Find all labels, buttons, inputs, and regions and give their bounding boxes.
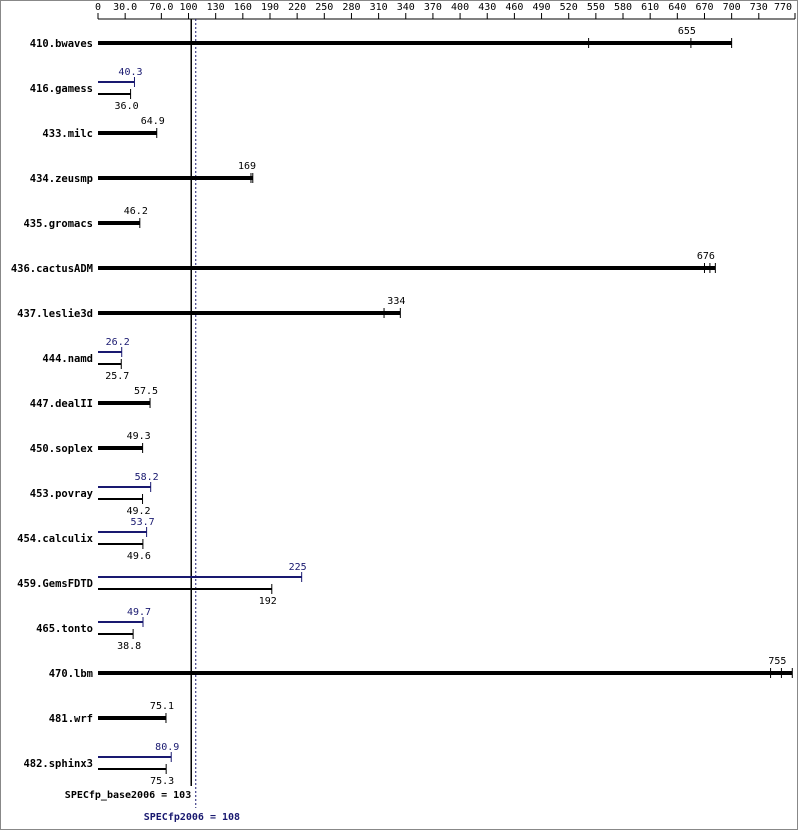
x-tick-label: 610: [641, 2, 659, 13]
value-label: 169: [238, 161, 256, 172]
x-tick-label: 670: [695, 2, 713, 13]
value-label: 49.7: [127, 607, 151, 618]
value-label: 755: [768, 656, 786, 667]
category-label: 470.lbm: [49, 668, 93, 680]
x-tick-label: 100: [179, 2, 197, 13]
category-label: 450.soplex: [30, 443, 94, 455]
x-tick-label: 640: [668, 2, 686, 13]
x-tick-label: 520: [560, 2, 578, 13]
category-label: 410.bwaves: [30, 38, 93, 50]
value-label: 64.9: [141, 116, 165, 127]
x-tick-label: 700: [723, 2, 741, 13]
x-tick-label: 550: [587, 2, 605, 13]
category-label: 435.gromacs: [23, 218, 93, 230]
value-label: 655: [678, 26, 696, 37]
category-label: 465.tonto: [36, 623, 93, 635]
category-label: 453.povray: [30, 488, 94, 500]
x-tick-label: 0: [95, 2, 101, 13]
x-tick-label: 730: [750, 2, 768, 13]
x-tick-label: 30.0: [113, 2, 137, 13]
x-tick-label: 70.0: [149, 2, 173, 13]
value-label: 75.1: [150, 701, 174, 712]
value-label: 26.2: [106, 337, 130, 348]
x-tick-label: 770: [774, 2, 792, 13]
value-label: 57.5: [134, 386, 158, 397]
value-label: 334: [387, 296, 405, 307]
value-label: 192: [259, 596, 277, 607]
value-label: 46.2: [124, 206, 148, 217]
x-tick-label: 430: [478, 2, 496, 13]
category-label: 444.namd: [42, 353, 93, 365]
category-label: 482.sphinx3: [23, 758, 93, 770]
category-label: 481.wrf: [49, 713, 93, 725]
x-tick-label: 460: [505, 2, 523, 13]
category-label: 434.zeusmp: [30, 173, 93, 185]
x-tick-label: 190: [261, 2, 279, 13]
category-label: 433.milc: [42, 128, 93, 140]
category-label: 447.dealII: [30, 398, 93, 410]
x-tick-label: 220: [288, 2, 306, 13]
category-label: 436.cactusADM: [11, 263, 93, 275]
category-label: 416.gamess: [30, 83, 93, 95]
x-tick-label: 160: [234, 2, 252, 13]
value-label: 40.3: [118, 67, 142, 78]
x-tick-label: 340: [397, 2, 415, 13]
value-label: 53.7: [131, 517, 155, 528]
value-label: 49.3: [127, 431, 151, 442]
value-label: 75.3: [150, 776, 174, 787]
x-tick-label: 250: [315, 2, 333, 13]
value-label: 49.6: [127, 551, 151, 562]
value-label: 676: [697, 251, 715, 262]
value-label: 49.2: [126, 506, 150, 517]
x-tick-label: 280: [342, 2, 360, 13]
value-label: 25.7: [105, 371, 129, 382]
x-tick-label: 370: [424, 2, 442, 13]
category-label: 459.GemsFDTD: [17, 578, 93, 590]
reference-label: SPECfp_base2006 = 103: [65, 790, 191, 801]
reference-label: SPECfp2006 = 108: [144, 812, 240, 823]
value-label: 80.9: [155, 742, 179, 753]
value-label: 38.8: [117, 641, 141, 652]
x-tick-label: 400: [451, 2, 469, 13]
x-tick-label: 490: [533, 2, 551, 13]
value-label: 225: [289, 562, 307, 573]
category-label: 437.leslie3d: [17, 308, 93, 320]
x-tick-label: 310: [370, 2, 388, 13]
value-label: 36.0: [115, 101, 139, 112]
x-tick-label: 580: [614, 2, 632, 13]
value-label: 58.2: [135, 472, 159, 483]
x-tick-label: 130: [207, 2, 225, 13]
category-label: 454.calculix: [17, 533, 94, 545]
